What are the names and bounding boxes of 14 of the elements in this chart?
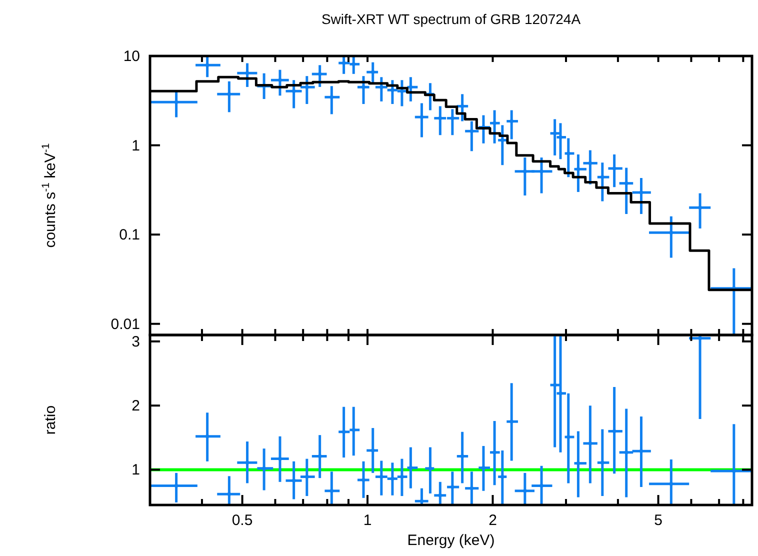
x-axis-title: Energy (keV) (407, 532, 495, 549)
y-axis-title: ratio (42, 405, 59, 435)
chart-title: Swift-XRT WT spectrum of GRB 120724A (321, 11, 582, 27)
x-tick-label: 2 (488, 512, 497, 529)
x-tick-label: 1 (363, 512, 372, 529)
y-tick-label: 3 (132, 333, 140, 350)
y-tick-label: 1 (132, 462, 140, 479)
x-tick-label: 5 (654, 512, 662, 529)
y-tick-label: 0.1 (119, 226, 140, 244)
y-tick-label: 2 (132, 398, 140, 415)
y-tick-label: 10 (123, 48, 140, 65)
x-tick-label: 0.5 (232, 512, 253, 529)
y-tick-label: 0.01 (110, 316, 140, 333)
y-tick-label: 1 (132, 137, 140, 154)
